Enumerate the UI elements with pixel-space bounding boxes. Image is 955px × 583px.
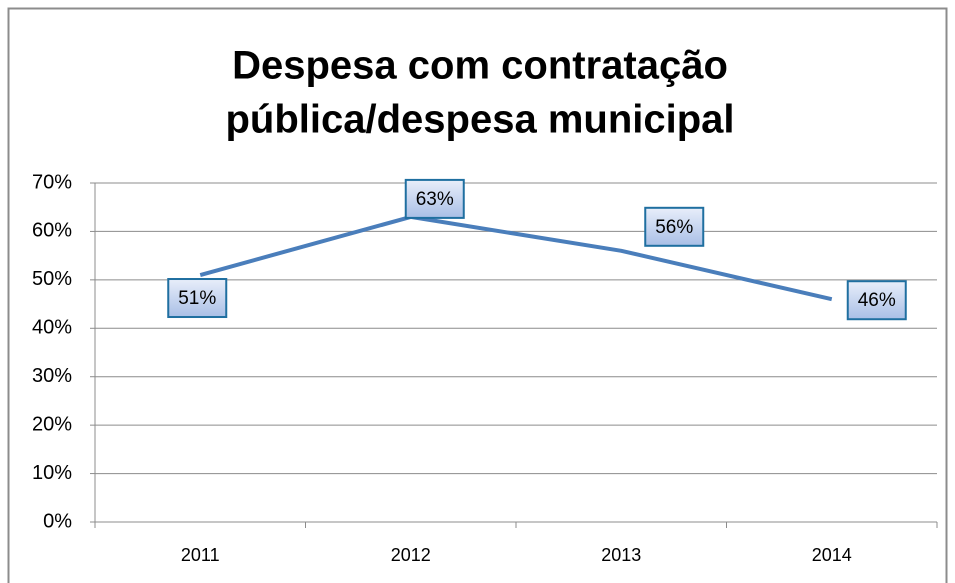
chart-title: pública/despesa municipal	[225, 98, 734, 142]
data-label-box	[846, 280, 907, 321]
data-label: 51%	[178, 288, 216, 309]
data-label-box	[167, 278, 228, 319]
x-tick-label: 2013	[601, 545, 641, 565]
y-tick-label: 10%	[32, 462, 72, 484]
y-tick-label: 30%	[32, 365, 72, 387]
data-label: 63%	[416, 189, 454, 210]
line	[199, 214, 833, 302]
x-tick-label: 2012	[391, 545, 431, 565]
x-tick-label: 2014	[812, 545, 852, 565]
chart-border	[7, 7, 948, 583]
y-tick-label: 70%	[32, 171, 72, 193]
data-label-box	[404, 178, 465, 219]
data-label-box	[644, 206, 705, 247]
data-label: 46%	[858, 290, 896, 311]
y-tick-label: 20%	[32, 413, 72, 435]
y-tick-label: 40%	[32, 317, 72, 339]
chart-title: Despesa com contratação	[232, 44, 728, 88]
y-tick-label: 0%	[43, 510, 72, 532]
y-tick-label: 50%	[32, 268, 72, 290]
x-tick-label: 2011	[181, 545, 220, 565]
data-label: 56%	[655, 217, 693, 238]
y-tick-label: 60%	[32, 220, 72, 242]
